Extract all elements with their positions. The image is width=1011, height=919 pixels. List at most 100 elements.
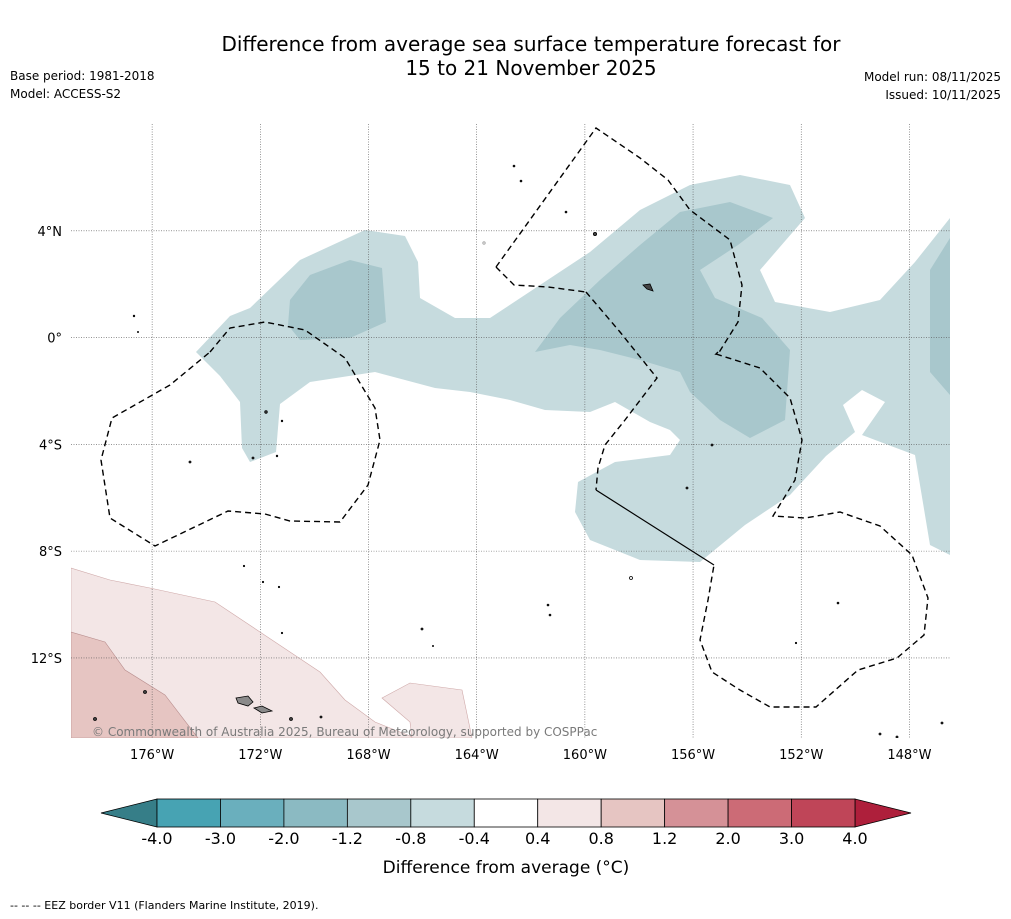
island-dot (289, 717, 293, 721)
colorbar-tick-label: 1.2 (652, 829, 677, 848)
copyright-text: © Commonwealth of Australia 2025, Bureau… (92, 725, 597, 739)
island-dot (794, 641, 798, 645)
y-tick-label: 12°S (31, 652, 62, 667)
colorbar-segment (220, 798, 285, 828)
issued-date: Issued: 10/11/2025 (885, 88, 1001, 102)
colorbar-tick-label: -1.2 (332, 829, 363, 848)
eez-border-phoenix-west (495, 266, 587, 293)
x-tick-label: 168°W (346, 748, 390, 763)
colorbar-tick-label: -3.0 (205, 829, 236, 848)
gridlines (71, 124, 950, 738)
colorbar-tick-labels: -4.0 -3.0 -2.0 -1.2 -0.8 -0.4 0.4 0.8 1.2 2.0 3.0 4… (141, 829, 867, 848)
colorbar-tick-label: 0.4 (525, 829, 550, 848)
island-dot (277, 585, 281, 589)
colorbar-segment (410, 798, 475, 828)
colorbar-segment (727, 798, 792, 828)
eez-border-phoenix (495, 127, 743, 491)
islands (93, 164, 944, 738)
model-run: Model run: 08/11/2025 (863, 70, 1001, 84)
colorbar-tick-label: -2.0 (268, 829, 299, 848)
eez-footnote: -- -- -- EEZ border V11 (Flanders Marine… (10, 899, 319, 912)
x-tick-label: 152°W (779, 748, 823, 763)
colorbar-segment (473, 798, 539, 828)
y-tick-label: 4°S (39, 438, 62, 453)
island-dot (132, 314, 136, 318)
x-tick-label: 148°W (887, 748, 931, 763)
colorbar-tick-label: 0.8 (588, 829, 613, 848)
eez-solid-border (595, 489, 715, 566)
island-dot (546, 603, 550, 607)
meta-right: Model run: 08/11/2025 Issued: 10/11/2025 (864, 68, 1001, 104)
island-dot (512, 164, 516, 168)
anomaly-region-core-west (288, 260, 386, 340)
island-dot (264, 410, 268, 414)
island-dot (519, 179, 523, 183)
base-period: Base period: 1981-2018 (10, 69, 155, 83)
island-dot (593, 231, 598, 236)
y-tick-label: 8°S (39, 545, 62, 560)
island-dot (280, 419, 284, 423)
model-name: Model: ACCESS-S2 (10, 87, 122, 101)
chart-title: Difference from average sea surface temp… (0, 32, 1011, 80)
island-dot (143, 690, 147, 694)
island-savaii (252, 705, 274, 714)
colorbar-segment (664, 798, 729, 828)
island-dot (895, 735, 899, 738)
y-tick-label: 4°N (38, 225, 63, 240)
colorbar-tick-label: 2.0 (715, 829, 740, 848)
colorbar-segment (791, 798, 856, 828)
island-dot (242, 564, 246, 568)
anomaly-region-core-central (535, 202, 790, 438)
island-dot (836, 601, 840, 605)
island-upolu (235, 695, 254, 707)
x-tick-label: 164°W (455, 748, 499, 763)
colorbar-segment (346, 798, 412, 828)
island-dot (482, 241, 486, 245)
island-dot (251, 456, 255, 460)
colorbar-segment (156, 798, 221, 828)
colorbar-tick-label: -4.0 (141, 829, 172, 848)
island-dot (629, 576, 633, 580)
colorbar-tick-label: 3.0 (779, 829, 804, 848)
meta-left: Base period: 1981-2018 Model: ACCESS-S2 (10, 67, 155, 103)
island-kiritimati (642, 283, 654, 292)
eez-border-tokelau-kiribati (100, 321, 381, 547)
island-dot (136, 330, 139, 333)
island-dot (710, 443, 714, 447)
colorbar (100, 798, 912, 828)
island-dot (261, 580, 265, 584)
colorbar-over-arrow (854, 798, 912, 828)
island-dot (319, 715, 323, 719)
anomaly-region-warm-southcentral (381, 682, 473, 738)
island-dot (564, 210, 568, 214)
island-dot (431, 645, 434, 648)
y-tick-label: 0° (47, 332, 62, 347)
x-tick-label: 160°W (563, 748, 607, 763)
island-dot (878, 732, 882, 736)
x-axis-tick-labels: 176°W 172°W 168°W 164°W 160°W 156°W 152°W 148°W (130, 748, 932, 763)
map-area (71, 124, 950, 738)
eez-borders (100, 127, 929, 708)
anomaly-region-cool-band (196, 175, 950, 562)
colorbar-segment (537, 798, 602, 828)
island-dot (548, 613, 552, 617)
colorbar-segment (283, 798, 348, 828)
island-dot (940, 721, 944, 725)
island-dot (280, 631, 284, 635)
island-dot (93, 717, 97, 721)
eez-border-line-islands (699, 353, 929, 708)
island-dot (685, 486, 689, 490)
island-dot (420, 627, 424, 631)
x-tick-label: 172°W (238, 748, 282, 763)
colorbar-tick-label: 4.0 (842, 829, 867, 848)
x-tick-label: 176°W (130, 748, 174, 763)
anomaly-region-core-east (930, 238, 950, 395)
x-tick-label: 156°W (671, 748, 715, 763)
y-axis-tick-labels: 4°N 0° 4°S 8°S 12°S (31, 225, 62, 667)
colorbar-label: Difference from average (°C) (383, 858, 630, 878)
colorbar-segment (600, 798, 666, 828)
chart-title-line1: Difference from average sea surface temp… (221, 32, 841, 56)
island-dot (188, 460, 192, 464)
island-dot (275, 454, 279, 458)
